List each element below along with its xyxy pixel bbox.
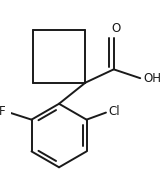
Text: Cl: Cl <box>109 105 120 118</box>
Text: OH: OH <box>144 72 162 85</box>
Text: O: O <box>112 22 121 35</box>
Text: F: F <box>0 105 6 118</box>
